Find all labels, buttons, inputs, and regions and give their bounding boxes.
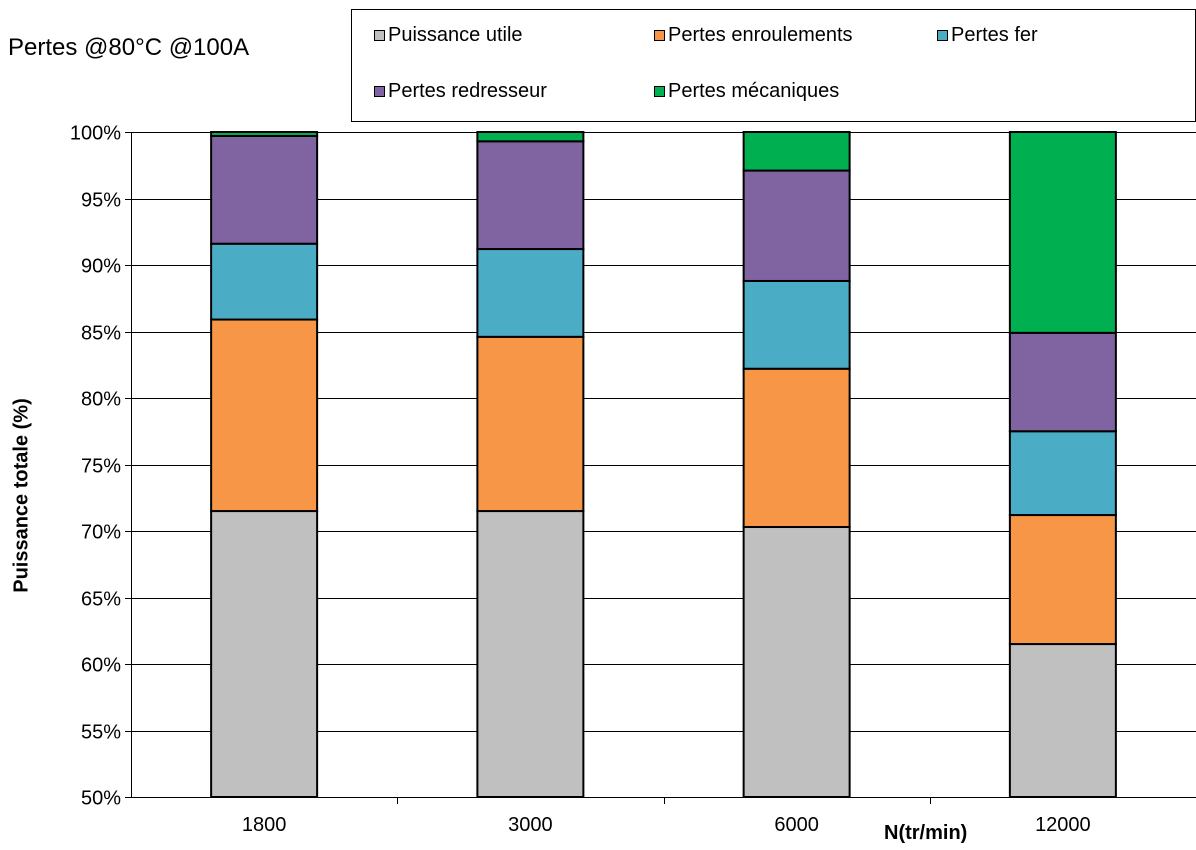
legend-item-pertes-enroulements: Pertes enroulements (654, 24, 853, 47)
legend-label-puissance-utile: Puissance utile (388, 24, 523, 46)
bar-pertes-enroulements-3000 (476, 335, 585, 513)
y-tick-label: 50% (81, 788, 121, 810)
legend: Puissance utile Pertes enroulements Pert… (351, 9, 1196, 122)
bar-pertes-mecaniques-12000 (1008, 131, 1117, 334)
x-tick-label: 3000 (508, 814, 553, 836)
axes: 50% 55% 60% 65% 70% 75% 80% 85% 90% 95% 100% 1800 30… (70, 123, 1196, 836)
y-tick-label: 100% (70, 123, 121, 145)
y-tick-label: 95% (81, 190, 121, 212)
x-tick-label: 6000 (774, 814, 819, 836)
legend-item-puissance-utile: Puissance utile (374, 24, 523, 47)
legend-swatch-pertes-mecaniques (654, 86, 665, 97)
bar-pertes-fer-3000 (476, 248, 585, 338)
bar-puissance-utile-3000 (476, 510, 585, 798)
legend-swatch-pertes-fer (937, 30, 948, 41)
bar-pertes-enroulements-12000 (1008, 514, 1117, 646)
y-tick-label: 60% (81, 655, 121, 677)
bar-pertes-mecaniques-1800 (210, 131, 319, 137)
y-axis-label: Puissance totale (%) (10, 398, 33, 593)
y-tick-label: 75% (81, 456, 121, 478)
legend-item-pertes-redresseur: Pertes redresseur (374, 80, 547, 103)
y-tick-label: 70% (81, 522, 121, 544)
legend-label-pertes-enroulements: Pertes enroulements (668, 24, 853, 46)
legend-swatch-puissance-utile (374, 30, 385, 41)
bar-pertes-fer-1800 (210, 242, 319, 321)
legend-item-pertes-fer: Pertes fer (937, 24, 1038, 47)
y-tick-label: 55% (81, 722, 121, 744)
legend-item-pertes-mecaniques: Pertes mécaniques (654, 80, 839, 103)
bar-puissance-utile-12000 (1008, 643, 1117, 798)
legend-label-pertes-fer: Pertes fer (951, 24, 1038, 46)
bar-pertes-mecaniques-6000 (742, 131, 851, 172)
x-axis-label: N(tr/min) (884, 822, 968, 844)
bar-pertes-fer-6000 (742, 279, 851, 370)
bar-pertes-enroulements-1800 (210, 318, 319, 513)
legend-swatch-pertes-redresseur (374, 86, 385, 97)
bar-puissance-utile-6000 (742, 526, 851, 798)
legend-swatch-pertes-enroulements (654, 30, 665, 41)
y-tick-label: 65% (81, 589, 121, 611)
y-tick-label: 80% (81, 389, 121, 411)
legend-label-pertes-redresseur: Pertes redresseur (388, 80, 547, 102)
chart-title: Pertes @80°C @100A (8, 34, 250, 61)
legend-label-pertes-mecaniques: Pertes mécaniques (668, 80, 840, 102)
bar-pertes-enroulements-6000 (742, 367, 851, 529)
x-tick-label: 1800 (242, 814, 287, 836)
y-tick-label: 90% (81, 256, 121, 278)
bar-pertes-mecaniques-3000 (476, 131, 585, 143)
bar-pertes-redresseur-1800 (210, 134, 319, 245)
bar-pertes-fer-12000 (1008, 430, 1117, 517)
bar-pertes-redresseur-12000 (1008, 331, 1117, 433)
bar-pertes-redresseur-6000 (742, 169, 851, 282)
x-tick-label: 12000 (1035, 814, 1091, 836)
y-tick-label: 85% (81, 323, 121, 345)
bars (210, 131, 1117, 798)
bar-puissance-utile-1800 (210, 510, 319, 798)
bar-pertes-redresseur-3000 (476, 140, 585, 251)
